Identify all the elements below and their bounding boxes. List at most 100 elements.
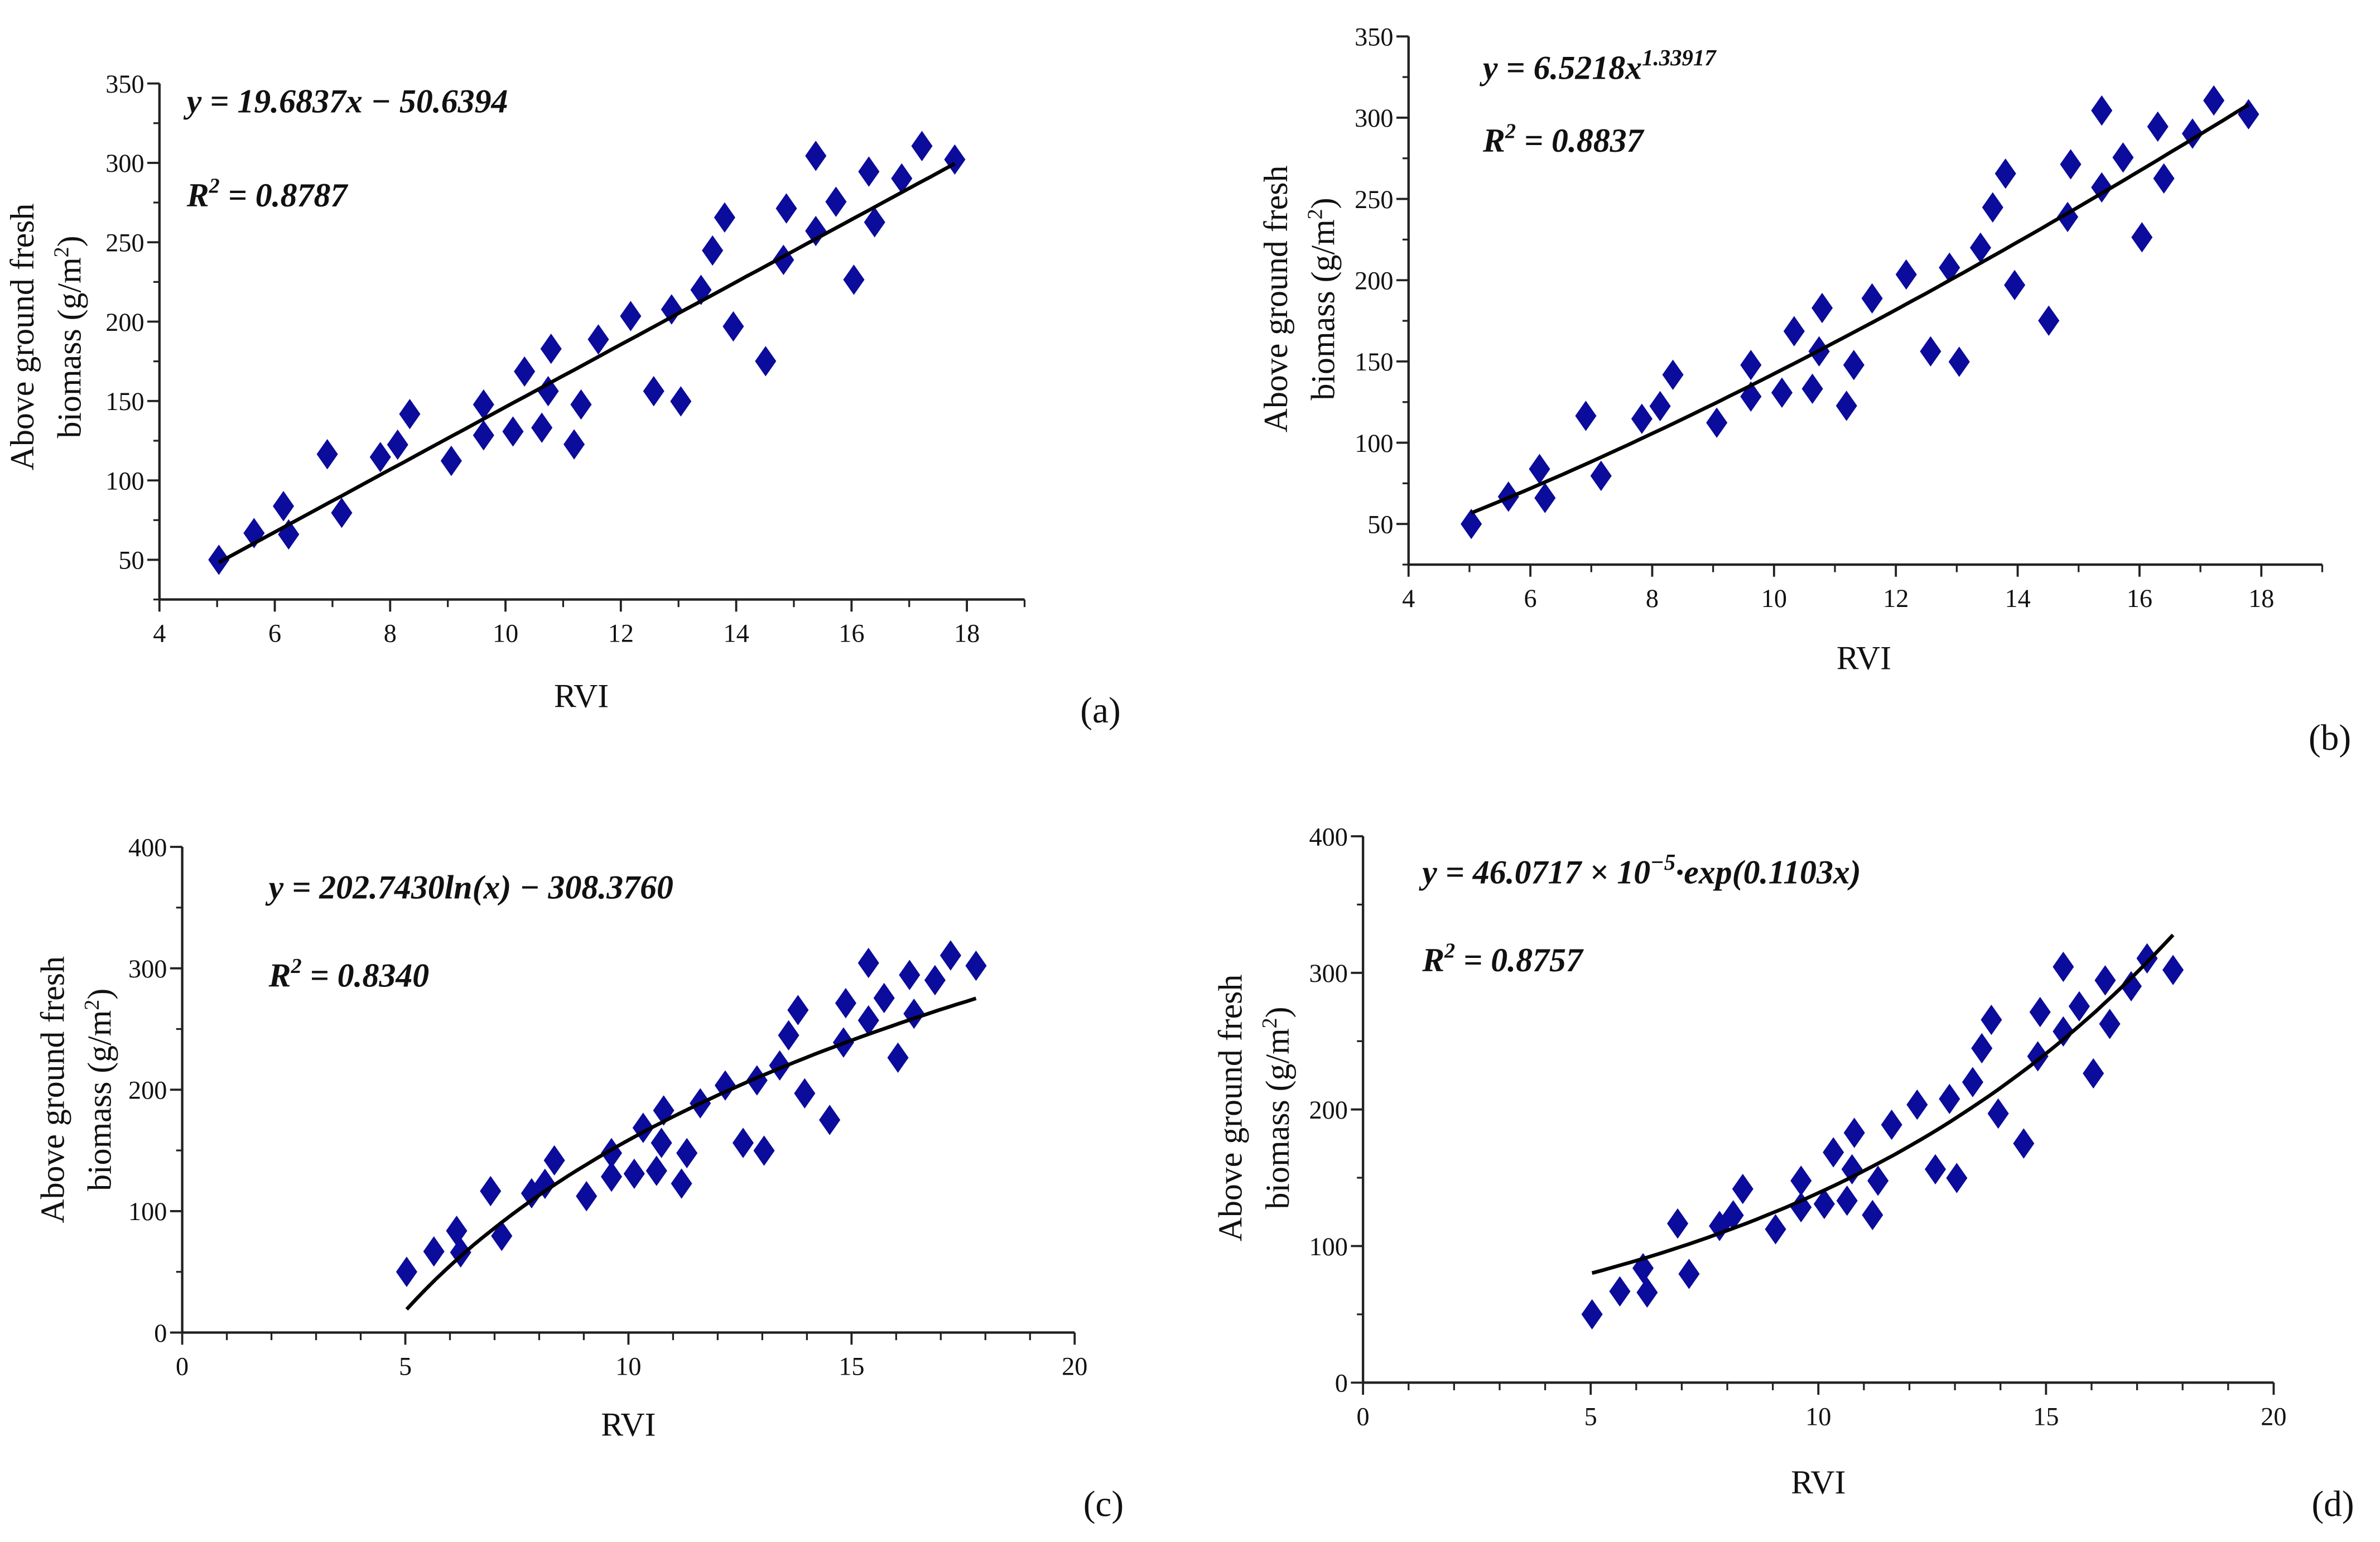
x-axis-title: RVI [1837,640,1891,677]
r-squared-superscript: 2 [209,175,220,198]
data-point-marker [645,1155,667,1186]
y-tick-label: 300 [1309,960,1348,988]
r-squared-value: = 0.8787 [220,177,349,214]
panel-label: (c) [1083,1485,1124,1525]
x-axis-title: RVI [1791,1464,1846,1501]
data-point-marker [2131,222,2153,253]
y-tick-label: 250 [1355,186,1393,214]
data-point-marker [1962,1067,1983,1097]
data-point-marker [843,264,865,295]
data-point-marker [825,186,847,217]
data-point-marker [2029,996,2051,1028]
data-point-marker [473,420,494,451]
panel-label: (a) [1080,691,1120,731]
r-squared-symbol: R [1482,122,1505,159]
data-point-marker [2094,965,2116,996]
data-point-marker [873,982,895,1014]
y-tick-label: 200 [1355,267,1393,296]
r-squared-value: = 0.8837 [1516,122,1645,159]
data-point-marker [537,375,559,407]
x-tick-label: 0 [176,1353,189,1381]
x-tick-label: 8 [384,620,397,648]
x-tick-label: 15 [839,1353,864,1381]
data-point-marker [1823,1137,1844,1168]
y-tick-label: 100 [1355,430,1393,458]
data-point-marker [1939,252,1960,283]
y-tick-label: 0 [154,1319,167,1348]
data-point-marker [2238,99,2259,130]
y-tick-label: 400 [1309,823,1348,851]
data-point-marker [316,438,338,470]
data-point-marker [543,1145,565,1176]
data-point-marker [2112,142,2134,173]
data-point-marker [1987,1098,2009,1129]
data-point-marker [2162,955,2184,985]
y-axis-unit-close: ) [1304,197,1341,209]
data-point-marker [864,207,885,238]
y-tick-label: 400 [128,833,167,862]
y-tick-label: 100 [128,1198,167,1226]
data-point-marker [2053,1016,2074,1047]
data-point-marker [1636,1277,1658,1308]
y-tick-label: 350 [1355,23,1393,52]
x-tick-label: 16 [2127,585,2152,613]
y-axis-title-line2: biomass (g/m2) [1304,197,1342,400]
y-axis-title-line1: Above ground fresh [34,956,71,1223]
y-tick-label: 200 [128,1077,167,1105]
equation-superscript: 1.33917 [1642,45,1717,70]
data-point-marker [911,131,933,161]
data-point-marker [1939,1083,1960,1115]
x-tick-label: 10 [1805,1403,1831,1432]
data-point-marker [1971,1033,1993,1064]
data-point-marker [331,497,353,528]
data-point-marker [531,412,553,443]
y-tick-label: 0 [1335,1370,1348,1398]
data-point-marker [1895,259,1917,290]
data-point-marker [2083,1058,2104,1089]
r-squared-value: = 0.8340 [302,957,430,994]
data-point-marker [480,1175,502,1207]
data-point-marker [857,947,879,979]
equation-superscript: −5 [1650,850,1675,875]
data-point-marker [1843,350,1865,380]
data-point-marker [787,995,809,1025]
data-point-marker [1813,1188,1835,1220]
data-point-marker [1740,350,1762,380]
data-point-marker [835,987,856,1019]
data-point-marker [534,1168,556,1199]
data-point-marker [1529,454,1550,484]
data-point-marker [1861,283,1883,314]
x-tick-label: 4 [1402,585,1415,613]
data-point-marker [1590,460,1612,491]
fit-equation: y = 202.7430ln(x) − 308.3760 [266,869,673,906]
x-tick-label: 10 [615,1353,641,1381]
data-point-marker [1765,1214,1786,1245]
data-point-marker [643,375,664,407]
fit-curve [218,162,956,565]
data-point-marker [2120,971,2142,1002]
y-tick-label: 300 [128,955,167,984]
y-tick-label: 50 [118,547,144,575]
y-axis-title-line2: biomass (g/m2) [1258,1006,1296,1209]
data-point-marker [369,442,391,473]
data-point-marker [1678,1259,1700,1289]
data-point-marker [1461,508,1482,539]
y-axis-unit-superscript: 2 [1258,1018,1281,1028]
data-point-marker [670,386,692,417]
x-tick-label: 4 [153,620,166,648]
data-point-marker [540,333,562,364]
x-tick-label: 0 [1357,1403,1370,1432]
data-point-marker [1575,401,1597,431]
x-axis-title: RVI [554,678,609,715]
x-tick-label: 10 [493,620,518,648]
x-tick-label: 5 [1584,1403,1597,1432]
equation-main: y = 46.0717 × 10 [1419,854,1650,890]
data-point-marker [1867,1165,1889,1196]
y-tick-label: 300 [105,150,144,178]
data-point-marker [2203,85,2225,116]
r-squared-symbol: R [268,957,291,994]
data-point-marker [702,235,724,266]
data-point-marker [440,445,462,476]
data-point-marker [1982,192,2003,223]
data-point-marker [732,1127,754,1158]
